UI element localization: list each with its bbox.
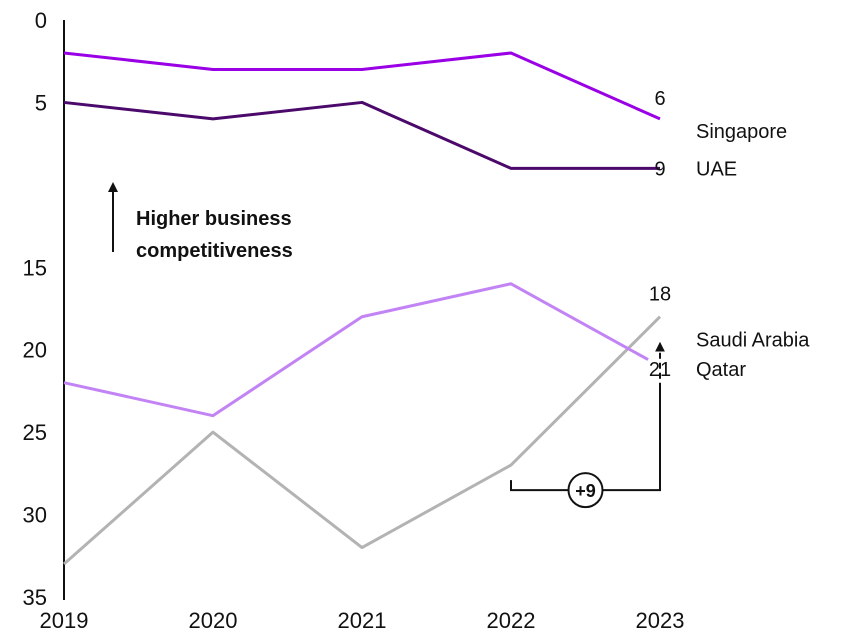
x-tick-label: 2023 bbox=[636, 608, 685, 633]
x-tick-labels: 2019 2020 2021 2022 2023 bbox=[40, 608, 685, 633]
series-end-value: 9 bbox=[654, 158, 665, 180]
series-line-qatar bbox=[63, 282, 649, 418]
series-name-label: Qatar bbox=[696, 359, 746, 381]
series-name-label: Saudi Arabia bbox=[696, 330, 810, 352]
series-lines bbox=[63, 51, 662, 566]
series-name-label: Singapore bbox=[696, 121, 787, 143]
series-end-value: 6 bbox=[654, 88, 665, 110]
x-tick-label: 2020 bbox=[189, 608, 238, 633]
y-tick-labels: 0 5 15 20 25 30 35 bbox=[23, 8, 47, 610]
x-tick-label: 2022 bbox=[487, 608, 536, 633]
annotation-line-2: competitiveness bbox=[136, 240, 293, 262]
x-tick-label: 2021 bbox=[338, 608, 387, 633]
series-end-value: 21 bbox=[649, 359, 671, 381]
change-badge-circle bbox=[567, 472, 604, 509]
x-tick-label: 2019 bbox=[40, 608, 89, 633]
y-tick-label: 35 bbox=[23, 585, 47, 610]
y-tick-label: 5 bbox=[35, 90, 47, 115]
y-tick-label: 15 bbox=[23, 255, 47, 280]
annotation-line-1: Higher business bbox=[136, 208, 292, 230]
series-labels: 6 Singapore 9 UAE 18 Saudi Arabia 21 Qatar bbox=[649, 88, 810, 381]
series-end-value: 18 bbox=[649, 284, 671, 306]
series-line-uae bbox=[63, 100, 660, 170]
rank-change-callout: +9 bbox=[510, 341, 665, 509]
y-tick-label: 20 bbox=[23, 338, 47, 363]
y-tick-label: 0 bbox=[35, 8, 47, 33]
y-tick-label: 30 bbox=[23, 503, 47, 528]
series-line-saudi-arabia bbox=[63, 315, 662, 566]
competitiveness-annotation: Higher business competitiveness bbox=[108, 182, 293, 262]
y-tick-label: 25 bbox=[23, 420, 47, 445]
change-badge-label: +9 bbox=[575, 481, 596, 501]
series-name-label: UAE bbox=[696, 158, 737, 180]
series-line-singapore bbox=[63, 51, 661, 121]
